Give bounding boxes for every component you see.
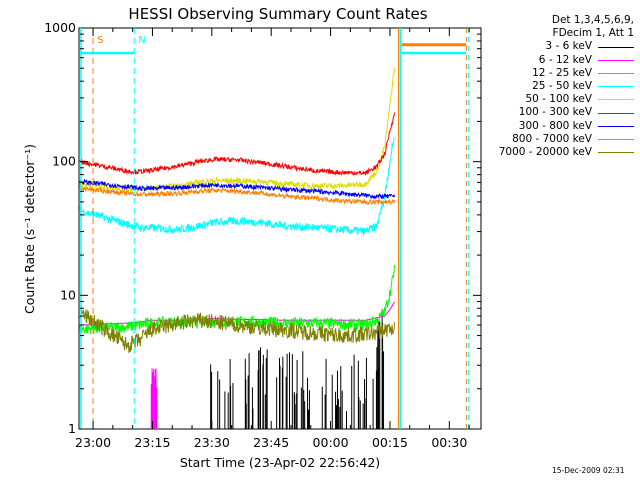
series-line bbox=[79, 137, 395, 236]
legend-label: 100 - 300 keV bbox=[518, 106, 592, 119]
footer-date: 15-Dec-2009 02:31 bbox=[552, 466, 625, 475]
legend-items: 3 - 6 keV 6 - 12 keV 12 - 25 keV 25 - 50 ke… bbox=[470, 40, 638, 159]
x-tick-label: 23:00 bbox=[75, 435, 111, 450]
legend-label: 12 - 25 keV bbox=[532, 66, 592, 79]
series-800-7000-kev bbox=[79, 186, 395, 206]
y-axis-label: Count Rate (s⁻¹ detector⁻¹) bbox=[22, 144, 37, 314]
legend-item: 6 - 12 keV bbox=[470, 54, 638, 67]
legend-swatch bbox=[598, 125, 634, 127]
series-3-6-kev bbox=[210, 309, 385, 429]
legend-item: 7000 - 20000 keV bbox=[470, 146, 638, 159]
series-line bbox=[79, 112, 395, 177]
legend-item: 800 - 7000 keV bbox=[470, 133, 638, 146]
series-300-800-kev bbox=[79, 178, 395, 200]
legend-swatch bbox=[598, 86, 634, 88]
y-tick-label: 1 bbox=[68, 421, 76, 436]
series-7000-20000-kev bbox=[79, 306, 395, 353]
y-tick-label: 1000 bbox=[44, 20, 76, 35]
legend-label: 50 - 100 keV bbox=[525, 93, 592, 106]
series-25-50-kev bbox=[79, 137, 395, 236]
series-line bbox=[79, 178, 395, 200]
legend-header-line-2: FDecim 1, Att 1 bbox=[552, 27, 634, 40]
legend-label: 25 - 50 keV bbox=[532, 80, 592, 93]
x-tick-label: 23:15 bbox=[134, 435, 170, 450]
x-tick-label: 23:45 bbox=[253, 435, 289, 450]
series-line bbox=[79, 306, 395, 353]
legend-item: 300 - 800 keV bbox=[470, 120, 638, 133]
legend-swatch bbox=[598, 138, 634, 140]
marker-label-s: S bbox=[97, 35, 103, 46]
x-axis-label: Start Time (23-Apr-02 22:56:42) bbox=[180, 455, 380, 470]
legend-header-line-1: Det 1,3,4,5,6,9, bbox=[551, 14, 634, 26]
legend-swatch bbox=[598, 112, 634, 114]
legend-item: 12 - 25 keV bbox=[470, 67, 638, 80]
legend-label: 6 - 12 keV bbox=[538, 53, 592, 66]
legend: Det 1,3,4,5,6,9, FDecim 1, Att 1 3 - 6 k… bbox=[470, 14, 638, 159]
x-tick-label: 00:00 bbox=[313, 435, 349, 450]
legend-item: 50 - 100 keV bbox=[470, 93, 638, 106]
legend-swatch bbox=[598, 152, 634, 154]
legend-swatch bbox=[598, 72, 634, 74]
legend-label: 300 - 800 keV bbox=[518, 119, 592, 132]
legend-swatch bbox=[598, 99, 634, 101]
series-line bbox=[79, 186, 395, 206]
legend-swatch bbox=[598, 46, 634, 48]
y-tick-label: 100 bbox=[52, 154, 76, 169]
marker-label-n: N bbox=[138, 35, 145, 46]
x-tick-label: 00:15 bbox=[372, 435, 408, 450]
legend-label: 7000 - 20000 keV bbox=[498, 146, 592, 159]
legend-swatch bbox=[598, 59, 634, 61]
x-tick-label: 00:30 bbox=[431, 435, 467, 450]
x-tick-label: 23:30 bbox=[194, 435, 230, 450]
legend-item: 3 - 6 keV bbox=[470, 40, 638, 53]
chart-title: HESSI Observing Summary Count Rates bbox=[128, 5, 427, 23]
axes: 23:00 23:15 23:30 23:45 00:00 00:15 00:30 1 10 10… bbox=[44, 20, 481, 450]
legend-item: 25 - 50 keV bbox=[470, 80, 638, 93]
legend-item: 100 - 300 keV bbox=[470, 106, 638, 119]
legend-label: 3 - 6 keV bbox=[545, 40, 592, 53]
y-tick-label: 10 bbox=[60, 287, 76, 302]
legend-label: 800 - 7000 keV bbox=[512, 132, 592, 145]
series-100-300-kev bbox=[79, 112, 395, 177]
